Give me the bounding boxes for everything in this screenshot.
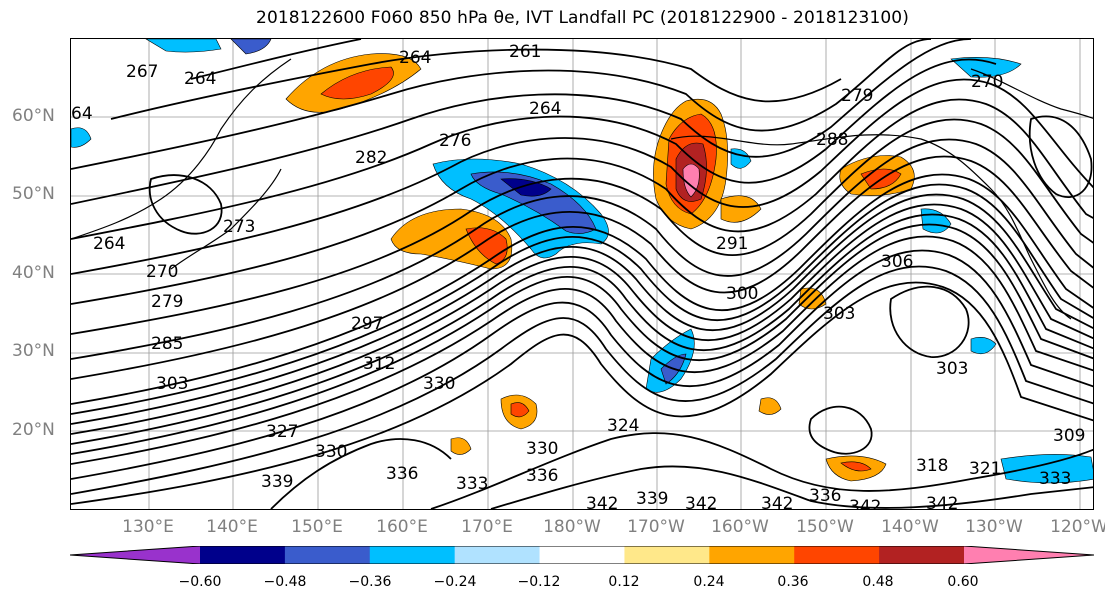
- colorbar-segment: [200, 546, 286, 564]
- lat-label-60n: 60°N: [12, 106, 55, 126]
- contour-label: 291: [716, 234, 748, 254]
- contour-label: 279: [151, 292, 183, 312]
- contour-label: 342: [761, 494, 793, 510]
- contour-label: 330: [315, 442, 347, 462]
- map-title: 2018122600 F060 850 hPa θe, IVT Landfall…: [256, 8, 909, 28]
- colorbar-tick: 0.12: [608, 574, 640, 590]
- colorbar-tick: 0.36: [777, 574, 809, 590]
- lon-label-140e: 140°E: [206, 517, 258, 537]
- contour-label: 321: [969, 459, 1001, 479]
- lon-label-160w: 160°W: [711, 517, 769, 537]
- colorbar-tick: −0.24: [433, 574, 477, 590]
- colorbar-extend-low: [70, 546, 200, 564]
- lon-label-120w: 120°W: [1050, 517, 1105, 537]
- colorbar-tick: 0.48: [862, 574, 894, 590]
- lon-label-160e: 160°E: [376, 517, 428, 537]
- contour-label: 64: [71, 104, 93, 124]
- colorbar-tick: −0.48: [263, 574, 307, 590]
- contour-label: 312: [363, 354, 395, 374]
- lon-label-130w: 130°W: [965, 517, 1023, 537]
- contour-label: 306: [881, 252, 913, 272]
- colorbar-tick: −0.60: [178, 574, 222, 590]
- colorbar-extend-high: [964, 546, 1094, 564]
- contour-label: 279: [841, 86, 873, 106]
- lon-label-180w: 180°W: [543, 517, 601, 537]
- contour-label: 282: [355, 148, 387, 168]
- ivt-anomaly-fill: [71, 39, 1093, 484]
- contour-label: 342: [685, 494, 717, 510]
- contour-label: 342: [586, 494, 618, 510]
- contour-label-group: 264 261 267 264 264 64 276 282 288 279 2…: [71, 42, 1085, 510]
- colorbar-segment: [879, 546, 965, 564]
- contour-label: 339: [261, 472, 293, 492]
- colorbar-tick: −0.36: [348, 574, 392, 590]
- contour-label: 303: [936, 359, 968, 379]
- contour-label: 327: [266, 422, 298, 442]
- lon-label-170e: 170°E: [461, 517, 513, 537]
- contour-label: 324: [607, 416, 639, 436]
- colorbar-segment: [284, 546, 371, 564]
- lon-label-150w: 150°W: [796, 517, 854, 537]
- contour-label: 276: [439, 131, 471, 151]
- lon-label-130e: 130°E: [122, 517, 174, 537]
- colorbar-segment: [709, 546, 795, 564]
- contour-label: 264: [184, 69, 216, 89]
- lat-label-50n: 50°N: [12, 184, 55, 204]
- contour-label: 285: [151, 334, 183, 354]
- colorbar-tick: −0.12: [517, 574, 561, 590]
- colorbar-tick: 0.60: [947, 574, 979, 590]
- contour-label: 273: [223, 217, 255, 237]
- theta-e-contours: [71, 39, 1093, 509]
- lon-label-170w: 170°W: [627, 517, 685, 537]
- lon-label-150e: 150°E: [291, 517, 343, 537]
- colorbar-segments: [70, 546, 1094, 564]
- map-canvas: 264 261 267 264 264 64 276 282 288 279 2…: [71, 39, 1093, 510]
- contour-label: 297: [351, 314, 383, 334]
- lat-label-40n: 40°N: [12, 263, 55, 283]
- contour-label: 333: [1039, 469, 1071, 489]
- contour-label: 270: [146, 262, 178, 282]
- contour-label: 270: [971, 72, 1003, 92]
- contour-label: 261: [509, 42, 541, 62]
- colorbar-segment: [624, 546, 710, 564]
- contour-label: 288: [816, 130, 848, 150]
- contour-label: 333: [456, 474, 488, 494]
- lon-label-140w: 140°W: [881, 517, 939, 537]
- contour-label: 330: [526, 439, 558, 459]
- contour-label: 336: [386, 464, 418, 484]
- contour-label: 300: [726, 284, 758, 304]
- contour-label: 264: [529, 99, 561, 119]
- contour-label: 318: [916, 456, 948, 476]
- contour-label: 330: [423, 374, 455, 394]
- contour-label: 264: [399, 48, 431, 68]
- colorbar-tick: 0.24: [693, 574, 725, 590]
- colorbar-segment: [794, 546, 880, 564]
- map-panel: 264 261 267 264 264 64 276 282 288 279 2…: [70, 38, 1094, 510]
- contour-label: 336: [526, 466, 558, 486]
- colorbar-segment: [539, 546, 625, 564]
- lat-label-30n: 30°N: [12, 341, 55, 361]
- colorbar-segment: [454, 546, 541, 564]
- lat-label-20n: 20°N: [12, 420, 55, 440]
- coastlines: [71, 58, 1093, 320]
- contour-label: 267: [126, 62, 158, 82]
- colorbar-segment: [369, 546, 456, 564]
- contour-label: 303: [823, 304, 855, 324]
- contour-label: 264: [93, 234, 125, 254]
- contour-label: 339: [636, 489, 668, 509]
- colorbar: [70, 546, 1094, 564]
- contour-label: 342: [926, 494, 958, 510]
- contour-label: 336: [809, 486, 841, 506]
- contour-label: 303: [156, 374, 188, 394]
- contour-label: 309: [1053, 426, 1085, 446]
- contour-label: 342: [849, 497, 881, 510]
